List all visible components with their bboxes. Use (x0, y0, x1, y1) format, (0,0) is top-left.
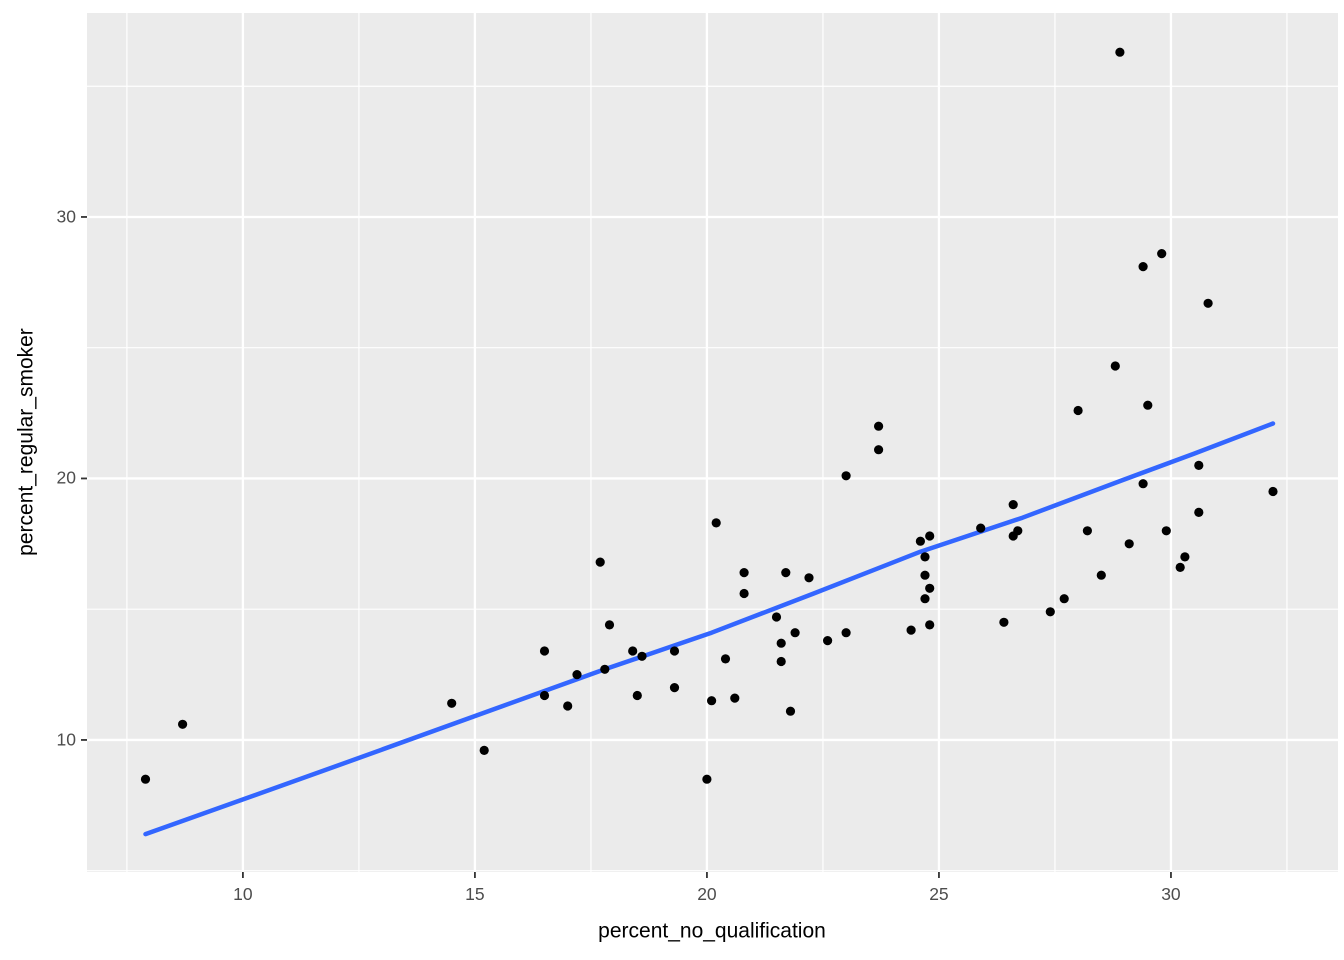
x-tick-label: 30 (1161, 884, 1181, 904)
data-point (632, 690, 642, 701)
data-point (702, 774, 712, 784)
y-axis-title: percent_regular_smoker (14, 328, 38, 556)
data-point (790, 628, 800, 638)
data-point (1180, 552, 1190, 562)
data-point (1268, 486, 1278, 497)
minor-gridlines (87, 13, 1338, 872)
data-point (563, 701, 573, 711)
data-point (1138, 262, 1148, 272)
data-point (669, 683, 680, 693)
data-point (1096, 570, 1106, 580)
data-point (906, 625, 916, 635)
x-tick-label: 10 (233, 884, 253, 904)
data-point (841, 471, 851, 481)
data-point (976, 523, 986, 533)
data-point (1073, 405, 1083, 416)
data-point (539, 690, 550, 701)
data-point (600, 664, 610, 674)
x-tick-label: 20 (697, 884, 717, 904)
data-point (604, 620, 615, 630)
x-tick-label: 25 (929, 884, 949, 904)
data-point (841, 628, 851, 638)
x-tick-label: 15 (465, 884, 485, 904)
data-point (595, 557, 605, 567)
data-point (804, 573, 814, 583)
data-point (1008, 500, 1018, 510)
data-point (1059, 594, 1069, 604)
data-point (874, 445, 884, 455)
data-point (920, 570, 930, 580)
data-point (1115, 47, 1125, 57)
y-tick-label: 20 (56, 467, 76, 488)
data-point (1194, 507, 1204, 517)
data-point (1143, 400, 1153, 410)
x-axis-title: percent_no_qualification (598, 919, 826, 943)
data-point (1194, 460, 1204, 470)
data-point (572, 670, 582, 680)
data-point (920, 552, 930, 562)
data-point (720, 654, 731, 664)
panel-background (87, 13, 1338, 872)
y-tick-label: 10 (56, 729, 76, 750)
data-point (776, 656, 786, 667)
data-point (925, 620, 935, 630)
major-gridlines (87, 13, 1338, 872)
data-point (1138, 479, 1148, 489)
data-point (479, 745, 489, 756)
data-point (669, 646, 680, 656)
data-point (776, 638, 786, 648)
data-point (1124, 539, 1134, 549)
data-point (1161, 526, 1171, 536)
data-point (781, 568, 791, 578)
data-point (447, 698, 457, 708)
data-point (915, 536, 926, 546)
data-point (1110, 361, 1120, 371)
data-point (874, 421, 884, 431)
data-point (711, 518, 721, 528)
data-point (730, 693, 740, 703)
data-point (823, 636, 833, 646)
data-point (925, 531, 935, 541)
data-point (785, 706, 796, 716)
data-point (925, 583, 935, 593)
axis-tick-marks (81, 216, 1172, 878)
data-point (707, 696, 717, 706)
data-point (628, 646, 638, 656)
data-point (637, 651, 647, 661)
trend-line (143, 421, 1276, 837)
data-point (999, 617, 1009, 627)
data-point (1175, 562, 1185, 573)
data-point (1157, 249, 1167, 259)
data-point (1203, 298, 1213, 308)
y-tick-label: 30 (56, 206, 76, 227)
data-point (178, 719, 188, 729)
data-point (920, 594, 930, 604)
data-point (1082, 526, 1092, 536)
data-point (739, 588, 749, 599)
data-point (771, 612, 782, 622)
data-point (140, 774, 151, 784)
data-point (739, 568, 749, 578)
data-point (539, 646, 550, 656)
scatter-points (140, 47, 1278, 784)
data-point (1013, 526, 1023, 536)
data-point (1045, 607, 1055, 617)
